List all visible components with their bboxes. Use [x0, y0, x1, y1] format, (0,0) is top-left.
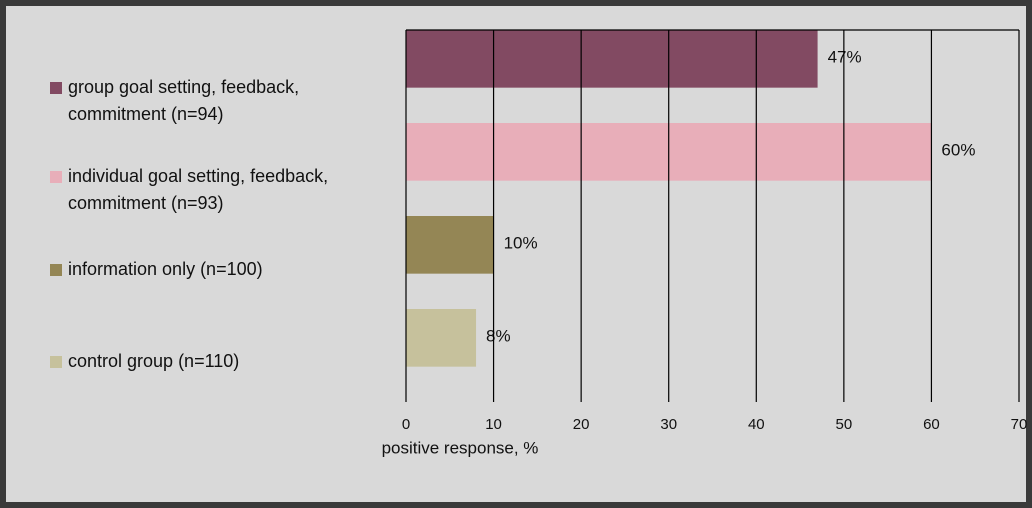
x-tick-label: 30: [660, 416, 677, 433]
value-label: 10%: [504, 233, 538, 252]
bar: [406, 30, 818, 88]
x-tick-label: 10: [485, 416, 502, 433]
bar: [406, 216, 494, 274]
legend-label: individual goal setting, feedback, commi…: [68, 166, 329, 213]
legend-swatch: [50, 356, 62, 368]
value-label: 60%: [941, 140, 975, 159]
x-tick-label: 60: [923, 416, 940, 433]
legend-swatch: [50, 82, 62, 94]
legend-entry: information only (n=100): [50, 256, 360, 283]
legend-label: group goal setting, feedback, commitment…: [68, 77, 300, 124]
x-tick-label: 40: [748, 416, 765, 433]
x-axis-label: positive response, %: [382, 438, 539, 457]
x-tick-label: 20: [573, 416, 590, 433]
x-tick-label: 0: [402, 416, 410, 433]
legend-label: control group (n=110): [68, 351, 240, 371]
legend-swatch: [50, 264, 62, 276]
x-tick-label: 70: [1011, 416, 1028, 433]
bar: [406, 309, 477, 367]
chart-background: [6, 6, 1026, 502]
legend-entry: group goal setting, feedback, commitment…: [50, 74, 360, 128]
value-label: 47%: [828, 47, 862, 66]
value-label: 8%: [486, 326, 511, 345]
legend-entry: control group (n=110): [50, 348, 360, 375]
legend-label: information only (n=100): [68, 259, 263, 279]
legend-entry: individual goal setting, feedback, commi…: [50, 163, 360, 217]
legend-swatch: [50, 171, 62, 183]
x-tick-label: 50: [836, 416, 853, 433]
